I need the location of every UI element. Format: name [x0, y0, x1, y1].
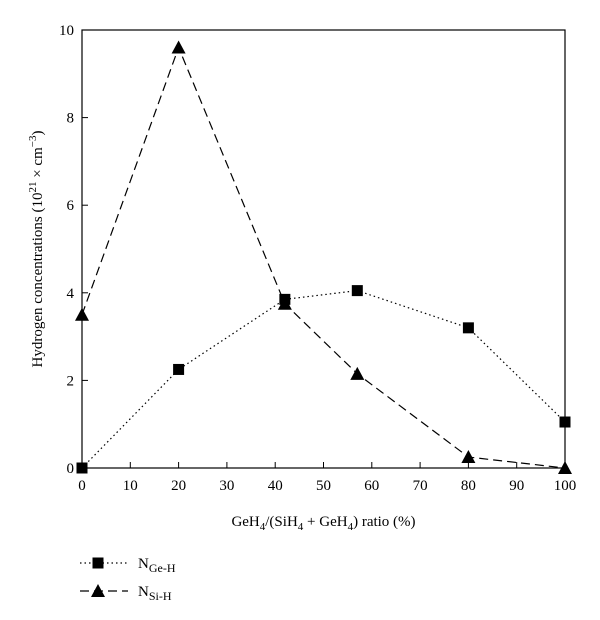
- series-layer: [75, 40, 572, 474]
- legend-item: NGe-H: [80, 556, 176, 575]
- x-tick-label: 90: [509, 478, 524, 494]
- y-tick-label: 8: [67, 111, 75, 127]
- x-tick-label: 0: [78, 478, 86, 494]
- y-tick-label: 0: [67, 461, 75, 477]
- legend-label: NSi-H: [138, 584, 172, 603]
- data-point: [171, 40, 186, 54]
- y-tick-label: 2: [67, 373, 75, 389]
- x-tick-label: 50: [316, 478, 331, 494]
- data-point: [559, 416, 571, 428]
- series-line: [81, 289, 566, 469]
- legend-marker: [92, 557, 104, 569]
- legend-marker: [91, 584, 105, 597]
- x-tick-label: 20: [171, 478, 186, 494]
- y-tick-label: 10: [59, 23, 74, 39]
- x-tick-label: 30: [219, 478, 234, 494]
- legend-item: NSi-H: [80, 584, 172, 603]
- x-tick-label: 70: [413, 478, 428, 494]
- data-point: [173, 363, 185, 375]
- series-line: [81, 45, 566, 469]
- y-axis-label: Hydrogen concentrations (1021 × cm−3): [27, 131, 46, 368]
- data-point: [461, 450, 476, 464]
- y-tick-label: 6: [67, 198, 75, 214]
- data-point: [350, 366, 365, 380]
- legend-label: NGe-H: [138, 556, 176, 575]
- x-tick-label: 60: [364, 478, 379, 494]
- x-axis-label: GeH4/(SiH4 + GeH4) ratio (%): [231, 514, 415, 533]
- x-tick-label: 40: [268, 478, 283, 494]
- y-tick-label: 4: [67, 286, 75, 302]
- x-tick-label: 100: [554, 478, 577, 494]
- x-tick-label: 10: [123, 478, 138, 494]
- x-tick-label: 80: [461, 478, 476, 494]
- data-point: [277, 296, 292, 310]
- data-point: [75, 307, 89, 321]
- series-square: [76, 285, 571, 474]
- data-point: [351, 285, 363, 297]
- ticks: 0 10 20 30 40 50 60 70 80 90 100 0 2 4 6 8 10: [59, 23, 576, 494]
- data-point: [76, 462, 88, 474]
- data-point: [558, 461, 572, 474]
- series-triangle: [75, 40, 572, 474]
- legend: NGe-H NSi-H: [80, 556, 176, 603]
- plot-frame: [81, 29, 566, 469]
- data-point: [462, 322, 474, 334]
